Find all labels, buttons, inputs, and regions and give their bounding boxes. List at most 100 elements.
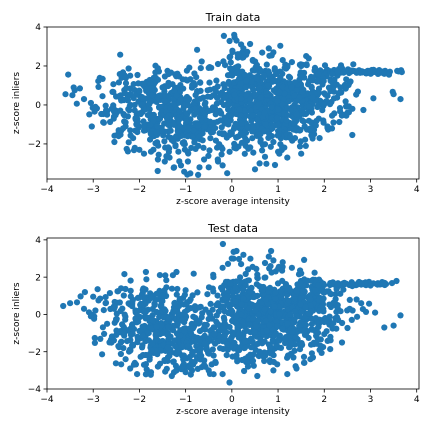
data-point — [232, 120, 239, 127]
data-point — [179, 139, 186, 146]
data-point — [161, 158, 168, 165]
data-point — [240, 286, 247, 293]
data-point — [220, 58, 227, 65]
data-point — [335, 316, 342, 324]
data-point — [249, 338, 256, 345]
data-point — [153, 323, 160, 331]
data-point — [107, 118, 114, 126]
data-point — [147, 136, 154, 143]
data-point — [271, 332, 278, 339]
data-point — [136, 146, 143, 153]
data-point — [106, 290, 113, 297]
data-point — [167, 104, 174, 111]
data-point — [251, 307, 259, 314]
data-point — [206, 79, 213, 86]
data-point — [187, 76, 194, 83]
data-point — [173, 92, 180, 99]
data-point — [214, 60, 222, 68]
data-point — [136, 88, 143, 95]
data-point — [259, 147, 266, 154]
data-point — [262, 296, 269, 303]
data-point — [235, 323, 242, 330]
data-point — [156, 272, 163, 279]
data-point — [136, 327, 143, 335]
data-point — [231, 91, 238, 98]
data-point — [253, 281, 260, 288]
data-point — [287, 339, 294, 347]
data-point — [374, 281, 381, 288]
data-point — [293, 287, 300, 295]
data-point — [227, 65, 234, 72]
data-point — [166, 154, 173, 161]
data-point — [219, 162, 226, 169]
data-point — [263, 327, 270, 334]
data-point — [205, 367, 212, 374]
data-point — [224, 260, 232, 267]
data-point — [159, 292, 166, 299]
data-point — [308, 119, 315, 126]
data-point — [372, 309, 379, 316]
data-point — [271, 67, 278, 74]
y-tick-label: −2 — [28, 140, 41, 150]
data-point — [313, 117, 320, 125]
data-point — [341, 81, 349, 88]
data-point — [344, 109, 351, 116]
data-point — [181, 291, 188, 298]
data-point — [161, 97, 168, 105]
data-point — [129, 322, 136, 329]
data-point — [172, 362, 179, 369]
data-point — [104, 320, 111, 327]
data-point — [244, 327, 251, 334]
data-point — [201, 361, 208, 368]
data-point — [219, 240, 226, 248]
data-point — [165, 144, 172, 151]
axes-frame — [46, 26, 420, 180]
data-point — [139, 332, 146, 339]
data-point — [330, 95, 338, 102]
data-point — [195, 122, 202, 129]
data-point — [205, 284, 213, 291]
data-point — [249, 135, 256, 142]
data-point — [69, 92, 76, 99]
data-point — [247, 300, 254, 308]
data-point — [184, 158, 191, 165]
data-point — [143, 86, 150, 93]
data-point — [194, 289, 201, 296]
chart-title: Train data — [205, 11, 261, 24]
data-point — [159, 84, 166, 91]
x-axis-label: z-score average intensity — [176, 407, 290, 417]
x-tick-label: 0 — [229, 185, 235, 195]
data-point — [353, 296, 360, 303]
data-point — [171, 337, 178, 344]
data-point — [194, 46, 201, 53]
data-point — [360, 106, 367, 114]
data-point — [263, 88, 270, 95]
data-point — [140, 123, 147, 130]
data-point — [183, 118, 190, 125]
data-point — [385, 71, 393, 78]
data-point — [381, 70, 388, 77]
data-point — [197, 339, 204, 346]
data-point — [210, 352, 217, 359]
y-tick-label: 2 — [35, 273, 41, 283]
data-point — [101, 330, 108, 337]
data-point — [244, 363, 252, 370]
data-point — [239, 318, 246, 325]
data-point — [71, 87, 78, 94]
data-point — [232, 298, 239, 305]
data-point — [271, 161, 279, 169]
data-point — [201, 357, 208, 364]
data-point — [298, 62, 305, 70]
data-point — [266, 70, 273, 77]
data-point — [300, 353, 308, 360]
data-point — [137, 300, 144, 307]
data-point — [349, 131, 356, 139]
data-point — [254, 271, 261, 278]
data-point — [201, 156, 208, 163]
data-point — [171, 299, 178, 306]
data-point — [322, 315, 329, 322]
data-point — [171, 87, 178, 94]
data-point — [324, 124, 331, 132]
data-point — [231, 31, 238, 38]
